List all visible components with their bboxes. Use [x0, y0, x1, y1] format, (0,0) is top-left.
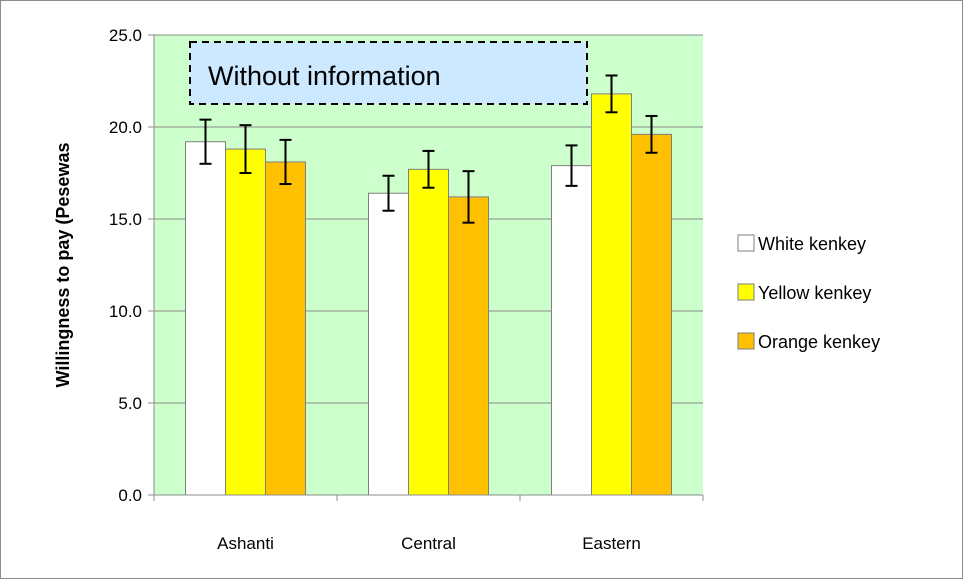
- legend-label: White kenkey: [758, 234, 866, 254]
- bar: [631, 133, 672, 496]
- annotation-box: Without information: [189, 41, 588, 105]
- legend-swatch: [737, 332, 755, 350]
- annotation-text: Without information: [208, 61, 441, 91]
- x-tick-label: Ashanti: [217, 534, 274, 553]
- bar: [265, 161, 306, 496]
- y-tick-label: 0.0: [118, 486, 142, 505]
- x-tick-label: Central: [401, 534, 456, 553]
- bar: [448, 196, 489, 496]
- y-tick-label: 5.0: [118, 394, 142, 413]
- bar: [225, 148, 266, 496]
- annotation-rect: [189, 41, 588, 105]
- bar: [591, 93, 632, 496]
- bar: [551, 165, 592, 496]
- legend-label: Orange kenkey: [758, 332, 880, 352]
- y-tick-label: 25.0: [109, 26, 142, 45]
- y-tick-label: 10.0: [109, 302, 142, 321]
- legend-swatch: [737, 234, 755, 252]
- legend: White kenkey Yellow kenkey Orange kenkey: [737, 234, 880, 352]
- y-axis-label: Willingness to pay (Pesewas: [53, 143, 73, 388]
- y-tick-label: 20.0: [109, 118, 142, 137]
- bar: [408, 168, 449, 496]
- y-tick-label: 15.0: [109, 210, 142, 229]
- axes: 0.0 5.0 10.0 15.0 20.0 25.0 Ashanti Central East…: [109, 26, 704, 553]
- x-tick-label: Eastern: [582, 534, 641, 553]
- bar: [368, 192, 409, 496]
- bar: [185, 141, 226, 496]
- legend-label: Yellow kenkey: [758, 283, 871, 303]
- bars: [185, 74, 672, 496]
- legend-swatch: [737, 283, 755, 301]
